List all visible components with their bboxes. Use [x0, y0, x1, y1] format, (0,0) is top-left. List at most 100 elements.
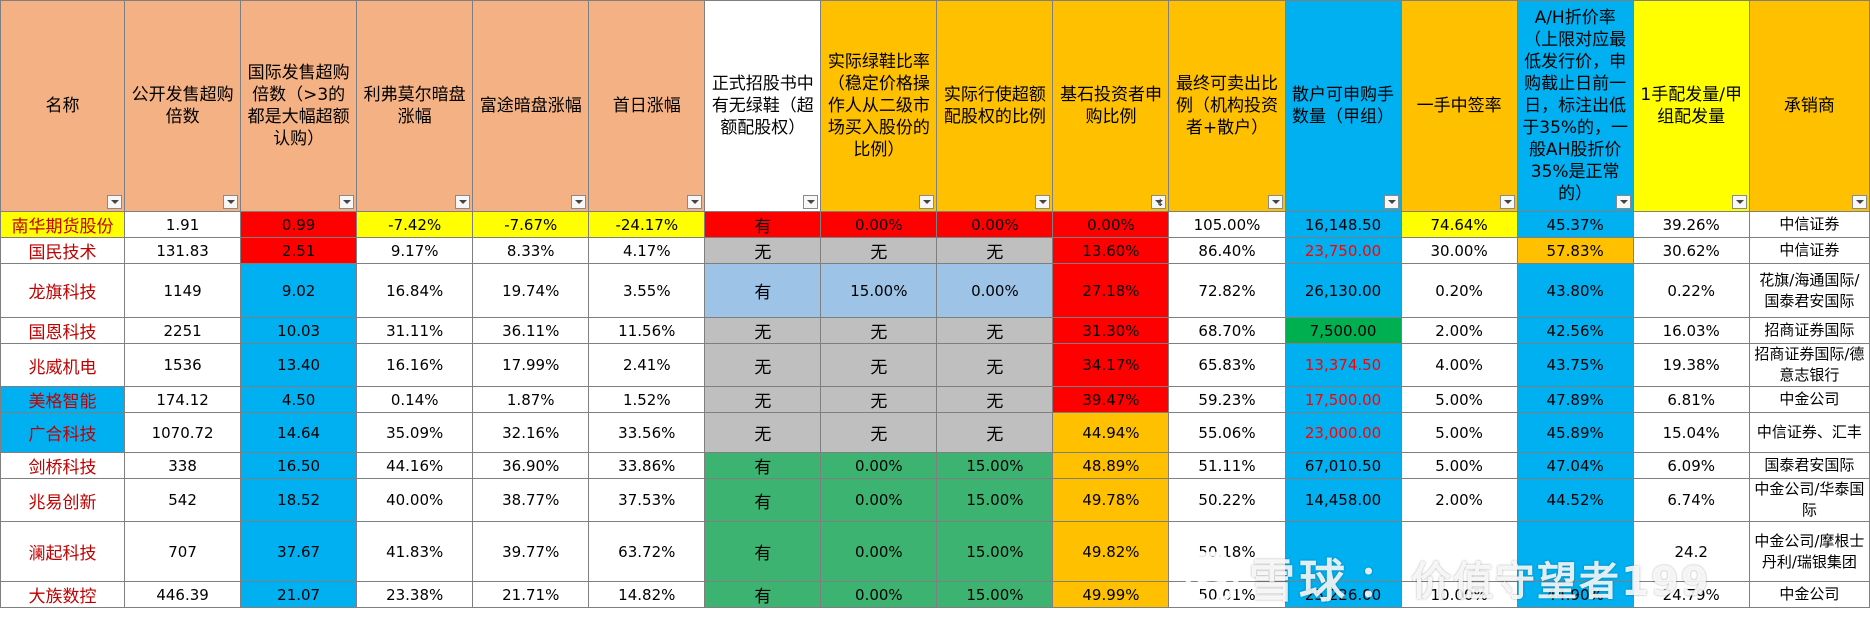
cell-ah-discount[interactable]: 44.52%	[1516, 478, 1634, 522]
cell-allocation[interactable]: 24.2	[1632, 521, 1750, 582]
cell-futu-grey[interactable]: 32.16%	[472, 412, 590, 453]
cell-sellable[interactable]: 50.01%	[1168, 581, 1286, 608]
cell-greenshoe-ratio[interactable]: 无	[820, 343, 938, 387]
cell-win-rate[interactable]: 5.00%	[1400, 412, 1518, 453]
cell-greenshoe-ratio[interactable]: 0.00%	[820, 211, 938, 238]
cell-ah-discount[interactable]	[1516, 521, 1634, 582]
cell-cornerstone[interactable]: 0.00%	[1052, 211, 1170, 238]
cell-allocation[interactable]: 24.79%	[1632, 581, 1750, 608]
cell-first-day[interactable]: 11.56%	[588, 317, 706, 344]
cell-cornerstone[interactable]: 34.17%	[1052, 343, 1170, 387]
cell-underwriter[interactable]: 中信证券、汇丰	[1748, 412, 1870, 453]
cell-retail-lots[interactable]: 25,226.00	[1284, 581, 1402, 608]
cell-greenshoe[interactable]: 无	[704, 412, 822, 453]
cell-first-day[interactable]: 33.86%	[588, 452, 706, 479]
cell-sellable[interactable]: 50.18%	[1168, 521, 1286, 582]
cell-underwriter[interactable]: 花旗/海通国际/国泰君安国际	[1748, 263, 1870, 318]
cell-sellable[interactable]: 65.83%	[1168, 343, 1286, 387]
cell-allocation[interactable]: 6.74%	[1632, 478, 1750, 522]
cell-public-oversub[interactable]: 338	[124, 452, 242, 479]
cell-greenshoe-ratio[interactable]: 无	[820, 412, 938, 453]
cell-first-day[interactable]: 1.52%	[588, 386, 706, 413]
cell-greenshoe[interactable]: 无	[704, 237, 822, 264]
cell-greenshoe[interactable]: 有	[704, 581, 822, 608]
cell-livermore-grey[interactable]: 16.84%	[356, 263, 474, 318]
cell-name[interactable]: 国民技术	[0, 237, 126, 264]
cell-underwriter[interactable]: 中信证券	[1748, 211, 1870, 238]
cell-greenshoe-ratio[interactable]: 无	[820, 237, 938, 264]
cell-cornerstone[interactable]: 49.99%	[1052, 581, 1170, 608]
cell-sellable[interactable]: 72.82%	[1168, 263, 1286, 318]
cell-livermore-grey[interactable]: 0.14%	[356, 386, 474, 413]
cell-greenshoe-ratio[interactable]: 0.00%	[820, 478, 938, 522]
cell-win-rate[interactable]: 0.20%	[1400, 263, 1518, 318]
cell-public-oversub[interactable]: 131.83	[124, 237, 242, 264]
cell-allocation[interactable]: 19.38%	[1632, 343, 1750, 387]
cell-greenshoe[interactable]: 无	[704, 343, 822, 387]
cell-retail-lots[interactable]	[1284, 521, 1402, 582]
filter-dropdown-icon[interactable]	[571, 195, 587, 209]
cell-allocation[interactable]: 6.81%	[1632, 386, 1750, 413]
cell-public-oversub[interactable]: 542	[124, 478, 242, 522]
cell-futu-grey[interactable]: 39.77%	[472, 521, 590, 582]
cell-sellable[interactable]: 55.06%	[1168, 412, 1286, 453]
cell-overallotment[interactable]: 无	[936, 412, 1054, 453]
cell-livermore-grey[interactable]: 31.11%	[356, 317, 474, 344]
cell-overallotment[interactable]: 无	[936, 343, 1054, 387]
cell-underwriter[interactable]: 中金公司/摩根士丹利/瑞银集团	[1748, 521, 1870, 582]
cell-name[interactable]: 澜起科技	[0, 521, 126, 582]
cell-underwriter[interactable]: 国泰君安国际	[1748, 452, 1870, 479]
cell-futu-grey[interactable]: 38.77%	[472, 478, 590, 522]
filter-dropdown-icon[interactable]	[455, 195, 471, 209]
cell-name[interactable]: 南华期货股份	[0, 211, 126, 238]
cell-name[interactable]: 美格智能	[0, 386, 126, 413]
cell-greenshoe[interactable]: 有	[704, 452, 822, 479]
cell-intl-oversub[interactable]: 37.67	[240, 521, 358, 582]
cell-underwriter[interactable]: 招商证券国际/德意志银行	[1748, 343, 1870, 387]
cell-overallotment[interactable]: 15.00%	[936, 478, 1054, 522]
filter-dropdown-icon[interactable]	[223, 195, 239, 209]
cell-greenshoe-ratio[interactable]: 无	[820, 317, 938, 344]
cell-intl-oversub[interactable]: 21.07	[240, 581, 358, 608]
cell-livermore-grey[interactable]: 16.16%	[356, 343, 474, 387]
cell-cornerstone[interactable]: 44.94%	[1052, 412, 1170, 453]
cell-intl-oversub[interactable]: 18.52	[240, 478, 358, 522]
cell-greenshoe[interactable]: 有	[704, 211, 822, 238]
cell-ah-discount[interactable]: 45.89%	[1516, 412, 1634, 453]
cell-public-oversub[interactable]: 1.91	[124, 211, 242, 238]
cell-futu-grey[interactable]: 1.87%	[472, 386, 590, 413]
cell-win-rate[interactable]	[1400, 521, 1518, 582]
cell-underwriter[interactable]: 中金公司	[1748, 386, 1870, 413]
cell-futu-grey[interactable]: 8.33%	[472, 237, 590, 264]
cell-retail-lots[interactable]: 23,750.00	[1284, 237, 1402, 264]
cell-underwriter[interactable]: 中金公司	[1748, 581, 1870, 608]
cell-livermore-grey[interactable]: 44.16%	[356, 452, 474, 479]
cell-public-oversub[interactable]: 707	[124, 521, 242, 582]
cell-first-day[interactable]: 2.41%	[588, 343, 706, 387]
cell-win-rate[interactable]: 2.00%	[1400, 478, 1518, 522]
cell-overallotment[interactable]: 无	[936, 317, 1054, 344]
cell-sellable[interactable]: 50.22%	[1168, 478, 1286, 522]
cell-underwriter[interactable]: 中金公司/华泰国际	[1748, 478, 1870, 522]
cell-first-day[interactable]: 14.82%	[588, 581, 706, 608]
cell-public-oversub[interactable]: 1149	[124, 263, 242, 318]
cell-first-day[interactable]: 37.53%	[588, 478, 706, 522]
cell-retail-lots[interactable]: 67,010.50	[1284, 452, 1402, 479]
cell-overallotment[interactable]: 无	[936, 237, 1054, 264]
cell-name[interactable]: 大族数控	[0, 581, 126, 608]
cell-retail-lots[interactable]: 13,374.50	[1284, 343, 1402, 387]
cell-sellable[interactable]: 59.23%	[1168, 386, 1286, 413]
cell-futu-grey[interactable]: 21.71%	[472, 581, 590, 608]
cell-cornerstone[interactable]: 13.60%	[1052, 237, 1170, 264]
cell-livermore-grey[interactable]: -7.42%	[356, 211, 474, 238]
cell-greenshoe-ratio[interactable]: 无	[820, 386, 938, 413]
cell-retail-lots[interactable]: 14,458.00	[1284, 478, 1402, 522]
cell-greenshoe-ratio[interactable]: 0.00%	[820, 581, 938, 608]
filter-dropdown-icon[interactable]	[1383, 195, 1399, 209]
cell-cornerstone[interactable]: 49.82%	[1052, 521, 1170, 582]
filter-dropdown-icon[interactable]	[1267, 195, 1283, 209]
cell-livermore-grey[interactable]: 23.38%	[356, 581, 474, 608]
cell-sellable[interactable]: 105.00%	[1168, 211, 1286, 238]
cell-underwriter[interactable]: 招商证券国际	[1748, 317, 1870, 344]
filter-dropdown-icon[interactable]	[339, 195, 355, 209]
